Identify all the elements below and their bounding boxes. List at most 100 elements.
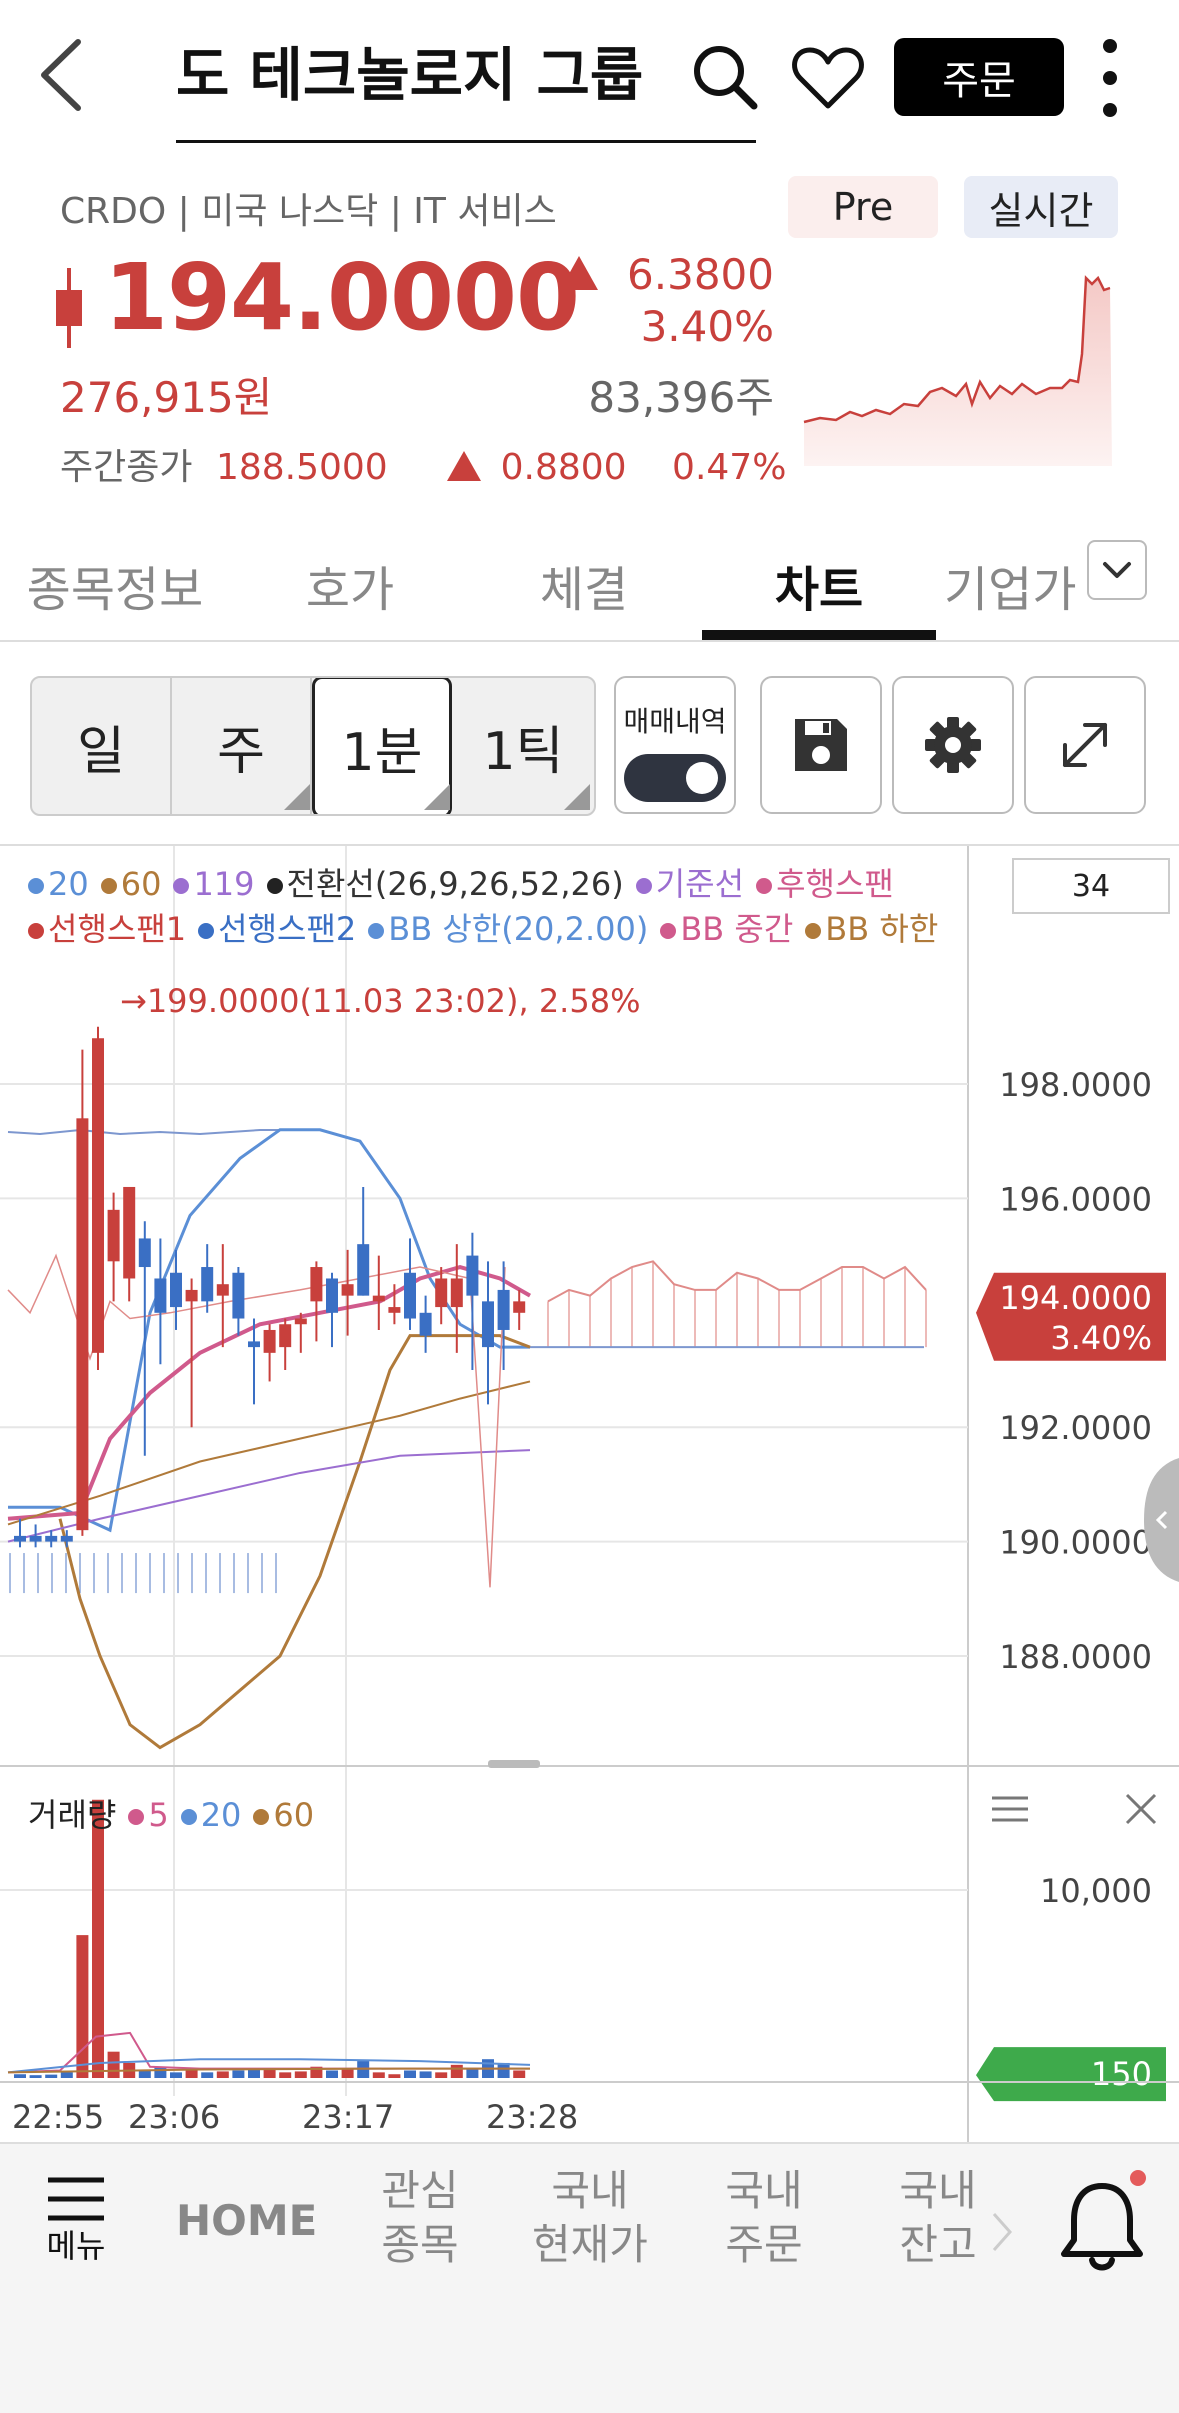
back-icon[interactable] (30, 30, 100, 120)
corner-triangle-icon (424, 784, 450, 810)
candle-body (170, 1272, 182, 1308)
legend-dot-icon (805, 923, 822, 939)
notification-bell-icon[interactable] (1052, 2168, 1160, 2278)
nav-domestic-order-line2: 주문 (725, 2220, 803, 2269)
legend-dot-icon (198, 923, 215, 939)
period-1min-button[interactable]: 1분 (312, 678, 452, 814)
period-count-box[interactable]: 34 (1012, 858, 1170, 914)
legend-dot-icon (266, 878, 283, 894)
volume-bar (185, 2068, 198, 2078)
candle-body (404, 1272, 416, 1319)
expand-icon (1063, 723, 1107, 767)
bottom-nav: 메뉴 HOME 관심 종목 국내 현재가 국내 주문 국내 잔고 (0, 2142, 1179, 2413)
legend-label: 20 (48, 865, 89, 903)
candle-body (216, 1284, 229, 1296)
legend-item: 기준선 (635, 865, 745, 903)
weekly-close-row: 주간종가 188.5000 0.8800 0.47% (60, 438, 786, 490)
menu-label: 메뉴 (46, 2227, 106, 2265)
volume-bar (154, 2066, 167, 2078)
chevron-left-icon[interactable] (1144, 1458, 1179, 1582)
tab-trades[interactable]: 체결 (539, 562, 629, 618)
heart-icon[interactable] (788, 38, 868, 118)
candle-body (92, 1038, 104, 1353)
weekly-close-price: 188.5000 (215, 447, 388, 488)
nav-domestic-price[interactable]: 국내 현재가 (520, 2164, 660, 2272)
legend-label: 선행스팬2 (218, 910, 357, 948)
toggle-switch-icon[interactable] (624, 754, 726, 802)
legend-item: 선행스팬1 (28, 910, 186, 948)
current-pct-label: 3.40% (1050, 1319, 1152, 1357)
legend-label: BB 중간 (680, 910, 794, 948)
volume-label: 거래량 (28, 1796, 117, 1834)
volume-bar (450, 2064, 463, 2078)
y-tick-label: 192.0000 (999, 1409, 1152, 1447)
volume-bar (388, 2074, 401, 2078)
candle-body (388, 1307, 401, 1313)
more-options-icon[interactable] (1092, 36, 1128, 120)
nav-watchlist-line1: 관심 (381, 2166, 459, 2215)
tab-order-book[interactable]: 호가 (305, 562, 395, 618)
volume-bar (372, 2072, 385, 2078)
fullscreen-button[interactable] (1024, 676, 1146, 814)
nav-watchlist[interactable]: 관심 종목 (360, 2164, 480, 2272)
volume-current-label: 150 (1091, 2055, 1152, 2093)
nav-domestic-order[interactable]: 국내 주문 (704, 2164, 824, 2272)
period-week-button[interactable]: 주 (172, 678, 312, 814)
volume-ma60-line (7, 2067, 530, 2074)
order-button[interactable]: 주문 (894, 38, 1064, 116)
candlestick-chart[interactable]: 198.0000 196.0000 192.0000 190.0000 188.0000… (0, 846, 1179, 2142)
pre-market-tab[interactable]: Pre (788, 176, 938, 238)
legend-dot-icon (128, 1809, 145, 1825)
period-1tick-button[interactable]: 1틱 (482, 721, 564, 782)
nav-watchlist-line2: 종목 (381, 2220, 459, 2269)
volume-bar (294, 2071, 307, 2078)
legend-item: 60 (253, 1796, 314, 1834)
nav-home[interactable]: HOME (176, 2196, 318, 2245)
ma60-line (7, 1380, 531, 1526)
close-icon[interactable] (1124, 1792, 1158, 1826)
candle-body (248, 1341, 260, 1348)
tab-stock-info[interactable]: 종목정보 (26, 562, 204, 618)
tab-company[interactable]: 기업가 (944, 562, 1077, 618)
volume-legend: 거래량 5 20 60 (28, 1790, 314, 1836)
gear-icon (925, 717, 981, 773)
stock-title-field[interactable]: 도 테크놀로지 그룹 (176, 30, 756, 143)
legend-item: 5 (128, 1796, 169, 1834)
volume-bar (201, 2072, 214, 2078)
bb-lower-line (58, 1334, 531, 1750)
hamburger-icon[interactable] (990, 1794, 1030, 1824)
trade-history-label: 매매내역 (623, 705, 727, 738)
corner-triangle-icon (284, 784, 310, 810)
legend-label: BB 상한(20,2.00) (388, 910, 649, 948)
tab-chart[interactable]: 차트 (774, 562, 864, 618)
search-icon[interactable] (686, 38, 766, 118)
legend-dot-icon (660, 923, 677, 939)
menu-button[interactable]: 메뉴 (36, 2164, 116, 2266)
nav-domestic-order-line1: 국내 (725, 2166, 803, 2215)
volume-bar (279, 2072, 292, 2078)
candle-body (232, 1272, 245, 1319)
legend-label: 기준선 (655, 865, 745, 903)
chevron-right-icon[interactable] (990, 2210, 1014, 2254)
legend-label: 20 (200, 1796, 242, 1834)
stock-meta: CRDO | 미국 나스닥 | IT 서비스 (60, 191, 557, 232)
nav-domestic-balance[interactable]: 국내 잔고 (878, 2164, 998, 2272)
legend-label: 60 (273, 1796, 315, 1834)
stock-tabs: 종목정보 호가 체결 차트 기업가 (0, 530, 1179, 642)
volume-bar (138, 2070, 151, 2078)
candle-body (326, 1278, 338, 1313)
chevron-down-icon[interactable] (1087, 540, 1147, 600)
current-price-tag (976, 1272, 1166, 1361)
legend-item: BB 상한(20,2.00) (368, 910, 648, 948)
chart-settings-button[interactable] (892, 676, 1014, 814)
volume-bar (14, 2074, 26, 2078)
legend-label: 후행스팬 (776, 865, 894, 903)
save-chart-button[interactable] (760, 676, 882, 814)
trade-history-toggle[interactable]: 매매내역 (614, 676, 736, 814)
legend-dot-icon (28, 878, 44, 894)
period-day-button[interactable]: 일 (32, 678, 172, 814)
realtime-tab[interactable]: 실시간 (964, 176, 1118, 238)
price-candle-icon (56, 268, 82, 348)
chart-area[interactable] (0, 844, 1179, 2148)
candle-body (60, 1535, 73, 1542)
